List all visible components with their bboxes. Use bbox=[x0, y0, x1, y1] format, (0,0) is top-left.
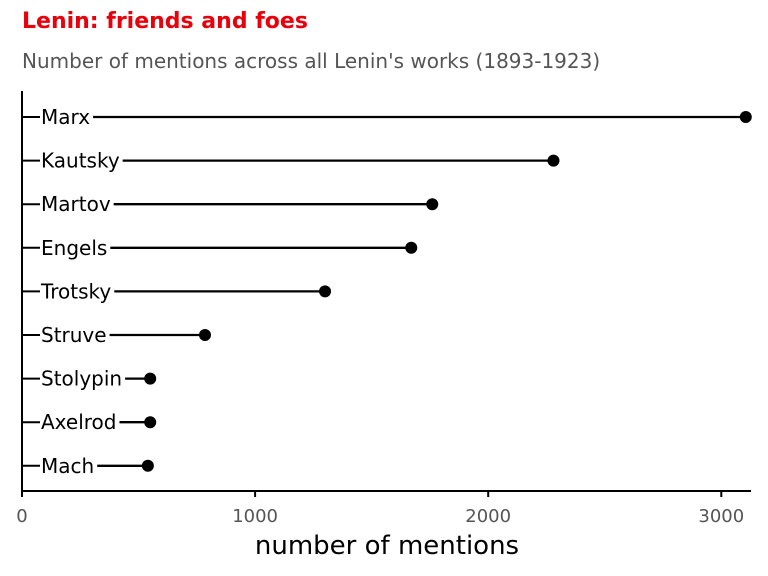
point-engels bbox=[405, 241, 418, 254]
x-axis-label: number of mentions bbox=[255, 531, 519, 561]
point-kautsky bbox=[547, 154, 560, 167]
chart-subtitle: Number of mentions across all Lenin's wo… bbox=[22, 49, 601, 73]
point-martov bbox=[426, 198, 439, 211]
x-axis-ticks: 0 1000 2000 3000 bbox=[16, 491, 744, 527]
y-tick-label-engels: Engels bbox=[41, 236, 107, 260]
point-trotsky bbox=[319, 285, 332, 298]
y-tick-label-axelrod: Axelrod bbox=[41, 410, 116, 434]
chart-title: Lenin: friends and foes bbox=[22, 9, 308, 34]
x-tick-label-0: 0 bbox=[16, 506, 27, 527]
point-struve bbox=[198, 329, 211, 341]
y-tick-label-marx: Marx bbox=[41, 105, 90, 129]
y-tick-label-mach: Mach bbox=[41, 454, 94, 478]
y-tick-label-kautsky: Kautsky bbox=[41, 149, 120, 173]
x-tick-label-1000: 1000 bbox=[232, 506, 278, 527]
point-mach bbox=[141, 459, 154, 472]
point-axelrod bbox=[144, 416, 157, 429]
chart-marks: Marx Kautsky Martov Engels Trotsky Struve Stol… bbox=[22, 105, 752, 478]
x-tick-label-3000: 3000 bbox=[698, 506, 744, 527]
point-marx bbox=[739, 111, 752, 123]
x-tick-label-2000: 2000 bbox=[465, 506, 511, 527]
y-tick-label-struve: Struve bbox=[41, 323, 107, 347]
y-tick-label-stolypin: Stolypin bbox=[41, 367, 122, 391]
point-stolypin bbox=[144, 372, 157, 385]
y-tick-label-martov: Martov bbox=[41, 192, 111, 216]
y-tick-label-trotsky: Trotsky bbox=[40, 279, 111, 303]
